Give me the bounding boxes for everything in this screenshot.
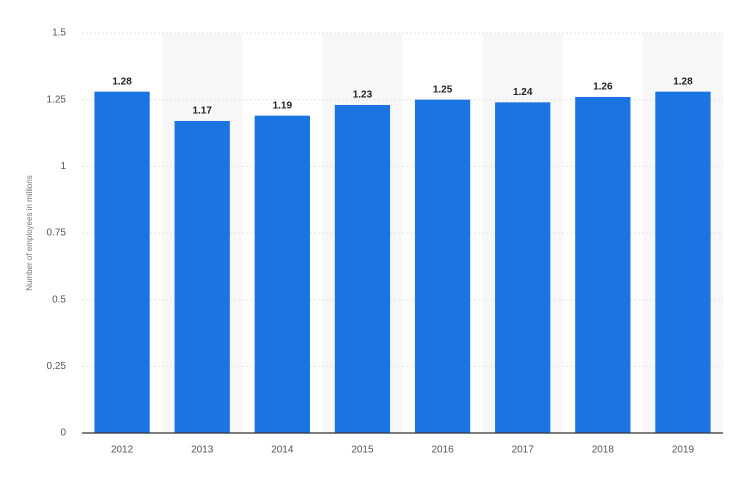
- x-tick-label: 2017: [512, 445, 535, 456]
- x-tick-label: 2019: [672, 445, 695, 456]
- bar: [655, 91, 711, 434]
- y-tick-label: 0.25: [47, 361, 67, 372]
- y-tick-label: 0.5: [52, 294, 66, 305]
- value-label: 1.19: [273, 100, 293, 111]
- bar: [495, 102, 551, 433]
- value-label: 1.25: [433, 84, 453, 95]
- x-tick-label: 2015: [351, 445, 374, 456]
- bar: [94, 91, 150, 434]
- y-tick-label: 1.5: [52, 28, 66, 39]
- x-tick-label: 2012: [111, 445, 134, 456]
- x-tick-label: 2016: [431, 445, 454, 456]
- value-label: 1.28: [112, 76, 132, 87]
- y-axis-label: Number of employees in millions: [25, 175, 34, 291]
- value-label: 1.28: [673, 76, 693, 87]
- x-tick-label: 2014: [271, 445, 294, 456]
- bar: [414, 99, 471, 434]
- value-label: 1.26: [593, 82, 613, 93]
- value-label: 1.24: [513, 87, 533, 98]
- bar: [254, 115, 310, 434]
- y-tick-label: 1.25: [47, 94, 67, 105]
- x-tick-label: 2018: [592, 445, 615, 456]
- y-tick-label: 0: [60, 428, 66, 439]
- bar: [575, 97, 631, 433]
- bar: [174, 121, 230, 433]
- value-label: 1.17: [192, 106, 212, 117]
- value-label: 1.23: [353, 90, 373, 101]
- x-tick-label: 2013: [191, 445, 214, 456]
- y-tick-label: 0.75: [47, 228, 67, 239]
- bar: [334, 105, 391, 433]
- y-tick-label: 1: [60, 161, 66, 172]
